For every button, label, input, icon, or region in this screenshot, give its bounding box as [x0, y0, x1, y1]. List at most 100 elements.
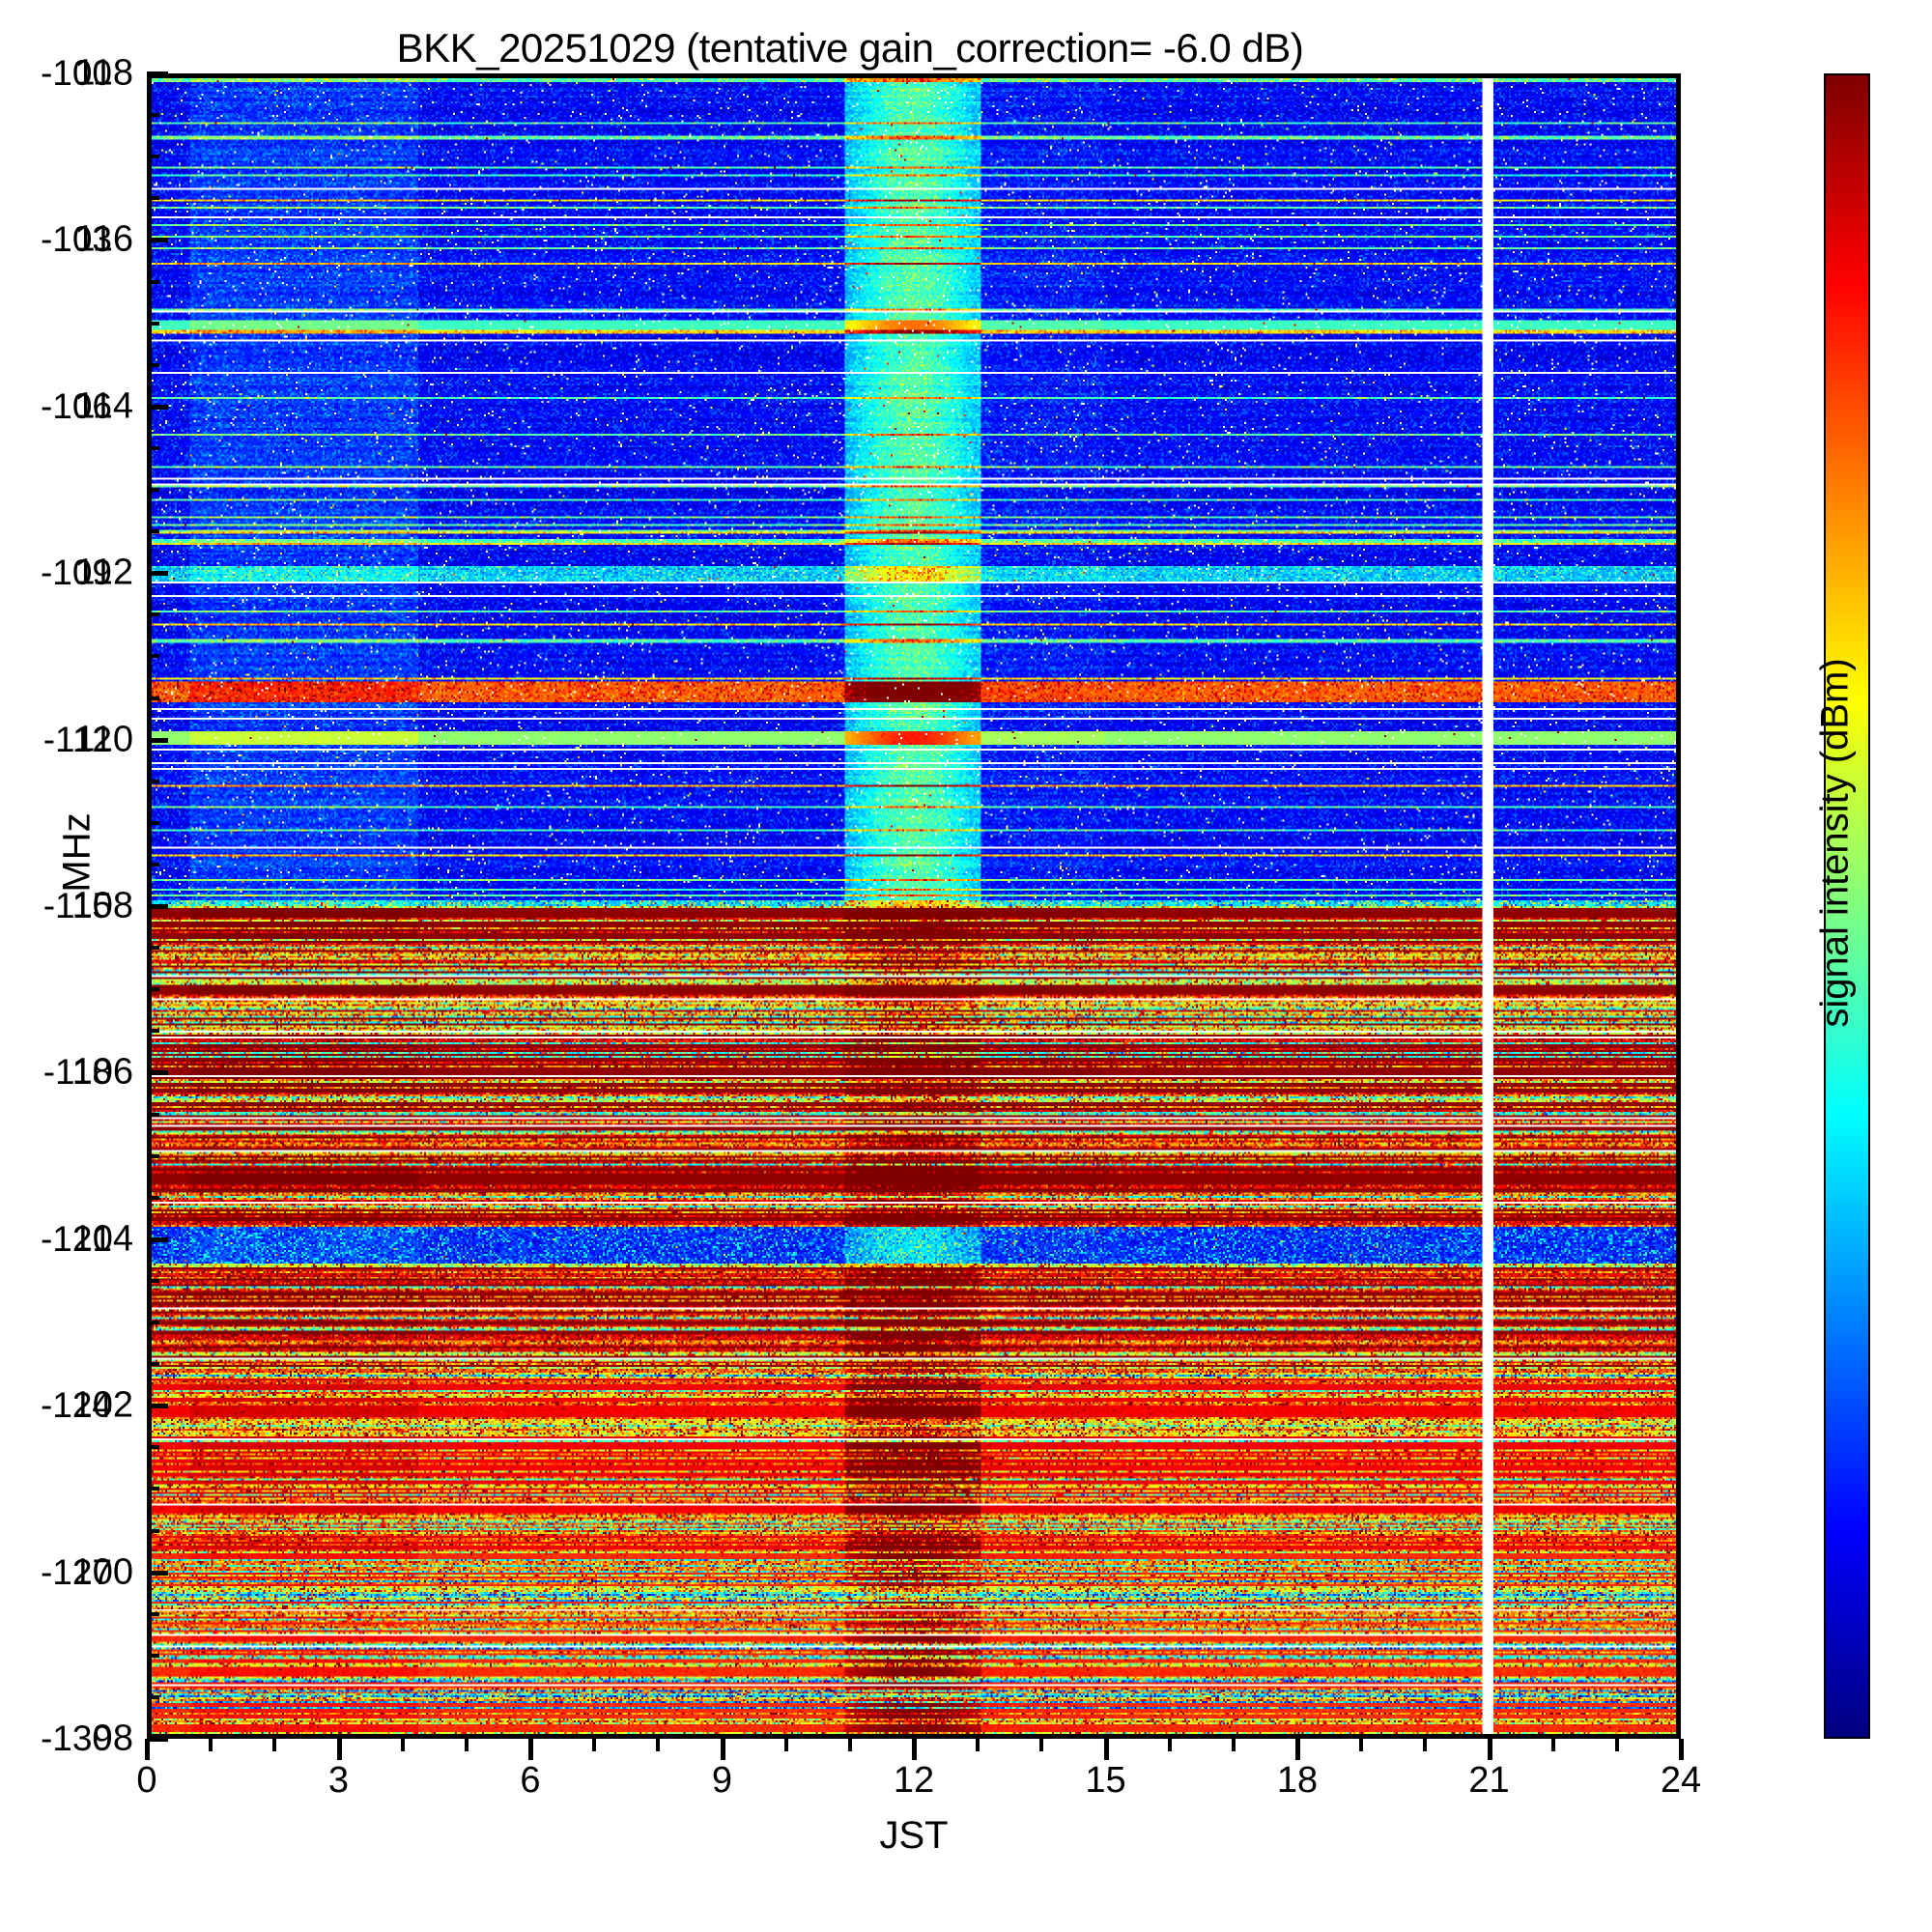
- y-tick-mark: [147, 1195, 159, 1200]
- y-tick-label: 112: [74, 552, 133, 593]
- x-tick-mark: [1614, 1739, 1619, 1751]
- y-tick-label: 102: [71, 1384, 133, 1426]
- x-tick-mark: [1167, 1739, 1172, 1751]
- y-tick-label: 110: [74, 719, 133, 760]
- x-tick-mark: [1231, 1739, 1236, 1751]
- colorbar-tick-label: -127: [40, 1551, 112, 1592]
- plot-area: [147, 73, 1681, 1739]
- x-tick-mark: [847, 1739, 852, 1751]
- y-tick-mark: [147, 321, 159, 326]
- x-tick-mark: [1487, 1739, 1492, 1760]
- colorbar-tick-label: -130: [40, 1719, 112, 1758]
- x-tick-mark: [912, 1739, 917, 1760]
- y-tick-mark: [147, 1404, 168, 1409]
- x-tick-mark: [1103, 1739, 1109, 1760]
- y-tick-mark: [147, 987, 159, 992]
- y-tick-mark: [147, 612, 159, 617]
- x-tick-mark: [592, 1739, 597, 1751]
- y-tick-mark: [147, 1070, 168, 1076]
- y-tick-mark: [147, 362, 159, 367]
- x-tick-label: 15: [1085, 1760, 1126, 1801]
- y-tick-mark: [147, 71, 168, 76]
- y-tick-mark: [147, 1029, 159, 1034]
- colorbar: [1824, 73, 1870, 1739]
- x-tick-label: 18: [1276, 1760, 1319, 1801]
- x-tick-label: 24: [1660, 1760, 1702, 1801]
- x-tick-mark: [1550, 1739, 1555, 1751]
- y-tick-mark: [147, 1694, 159, 1699]
- heatmap-canvas-wrap: [152, 78, 1676, 1734]
- colorbar-tick-label: -124: [40, 1385, 112, 1426]
- x-tick-mark: [656, 1739, 661, 1751]
- colorbar-tick-label: -118: [43, 1052, 112, 1093]
- x-tick-label: 0: [136, 1760, 157, 1801]
- x-tick-mark: [336, 1739, 342, 1760]
- x-tick-label: 6: [520, 1760, 541, 1801]
- colorbar-tick-label: -109: [40, 553, 112, 593]
- y-tick-mark: [147, 1278, 159, 1283]
- y-tick-label: 108: [71, 885, 133, 926]
- y-tick-mark: [147, 404, 168, 410]
- y-tick-mark: [147, 113, 159, 118]
- y-tick-label: 106: [71, 1051, 133, 1093]
- y-tick-mark: [147, 1236, 168, 1242]
- x-tick-label: 3: [327, 1760, 350, 1801]
- spectrogram-heatmap: [152, 78, 1676, 1734]
- y-tick-label: 100: [71, 1551, 133, 1593]
- y-tick-mark: [147, 1653, 159, 1658]
- y-tick-mark: [147, 1362, 159, 1367]
- y-tick-mark: [147, 654, 159, 659]
- x-tick-mark: [976, 1739, 980, 1751]
- x-tick-mark: [528, 1739, 533, 1760]
- y-tick-mark: [147, 820, 159, 825]
- x-tick-mark: [1295, 1739, 1300, 1760]
- y-tick-mark: [147, 1321, 159, 1324]
- y-tick-mark: [147, 1153, 159, 1158]
- x-tick-mark: [464, 1739, 469, 1751]
- y-tick-label: 118: [74, 52, 133, 94]
- y-tick-label: 114: [74, 385, 133, 427]
- colorbar-label: signal intensity (dBm): [1813, 658, 1857, 1028]
- colorbar-tick-label: -115: [43, 886, 112, 925]
- x-tick-mark: [783, 1739, 788, 1751]
- colorbar-tick-label: -121: [40, 1218, 112, 1259]
- y-tick-mark: [147, 571, 168, 577]
- y-tick-mark: [147, 1737, 168, 1742]
- colorbar-tick-label: -106: [40, 385, 112, 426]
- y-tick-label: 116: [74, 218, 133, 260]
- y-tick-mark: [147, 1570, 168, 1576]
- colorbar-tick-label: -100: [40, 53, 112, 93]
- x-tick-mark: [720, 1739, 725, 1760]
- x-tick-mark: [400, 1739, 405, 1751]
- y-tick-mark: [147, 279, 159, 284]
- y-tick-label: 104: [71, 1218, 133, 1260]
- x-tick-mark: [1679, 1739, 1684, 1760]
- x-tick-mark: [1423, 1739, 1428, 1751]
- x-axis-label: JST: [879, 1814, 949, 1857]
- x-tick-mark: [145, 1739, 150, 1760]
- y-tick-mark: [147, 1611, 159, 1616]
- y-tick-mark: [147, 1445, 159, 1450]
- y-tick-mark: [147, 696, 159, 700]
- x-tick-mark: [272, 1739, 277, 1751]
- x-tick-label: 21: [1468, 1760, 1510, 1801]
- y-tick-mark: [147, 946, 159, 951]
- colorbar-tick-label: -112: [43, 719, 112, 759]
- x-tick-mark: [209, 1739, 213, 1751]
- y-tick-mark: [147, 1528, 159, 1533]
- colorbar-tick-label: -103: [40, 219, 112, 260]
- figure-title: BKK_20251029 (tentative gain_correction=…: [396, 25, 1304, 71]
- y-tick-mark: [147, 155, 159, 159]
- y-tick-mark: [147, 737, 168, 743]
- x-tick-label: 9: [711, 1760, 733, 1801]
- x-tick-label: 12: [893, 1760, 935, 1801]
- y-tick-mark: [147, 238, 168, 243]
- y-tick-mark: [147, 779, 159, 783]
- y-tick-mark: [147, 862, 159, 867]
- x-tick-mark: [1039, 1739, 1044, 1751]
- y-tick-label: 98: [92, 1718, 133, 1759]
- y-tick-mark: [147, 1487, 159, 1492]
- y-tick-mark: [147, 196, 159, 201]
- y-tick-mark: [147, 1112, 159, 1117]
